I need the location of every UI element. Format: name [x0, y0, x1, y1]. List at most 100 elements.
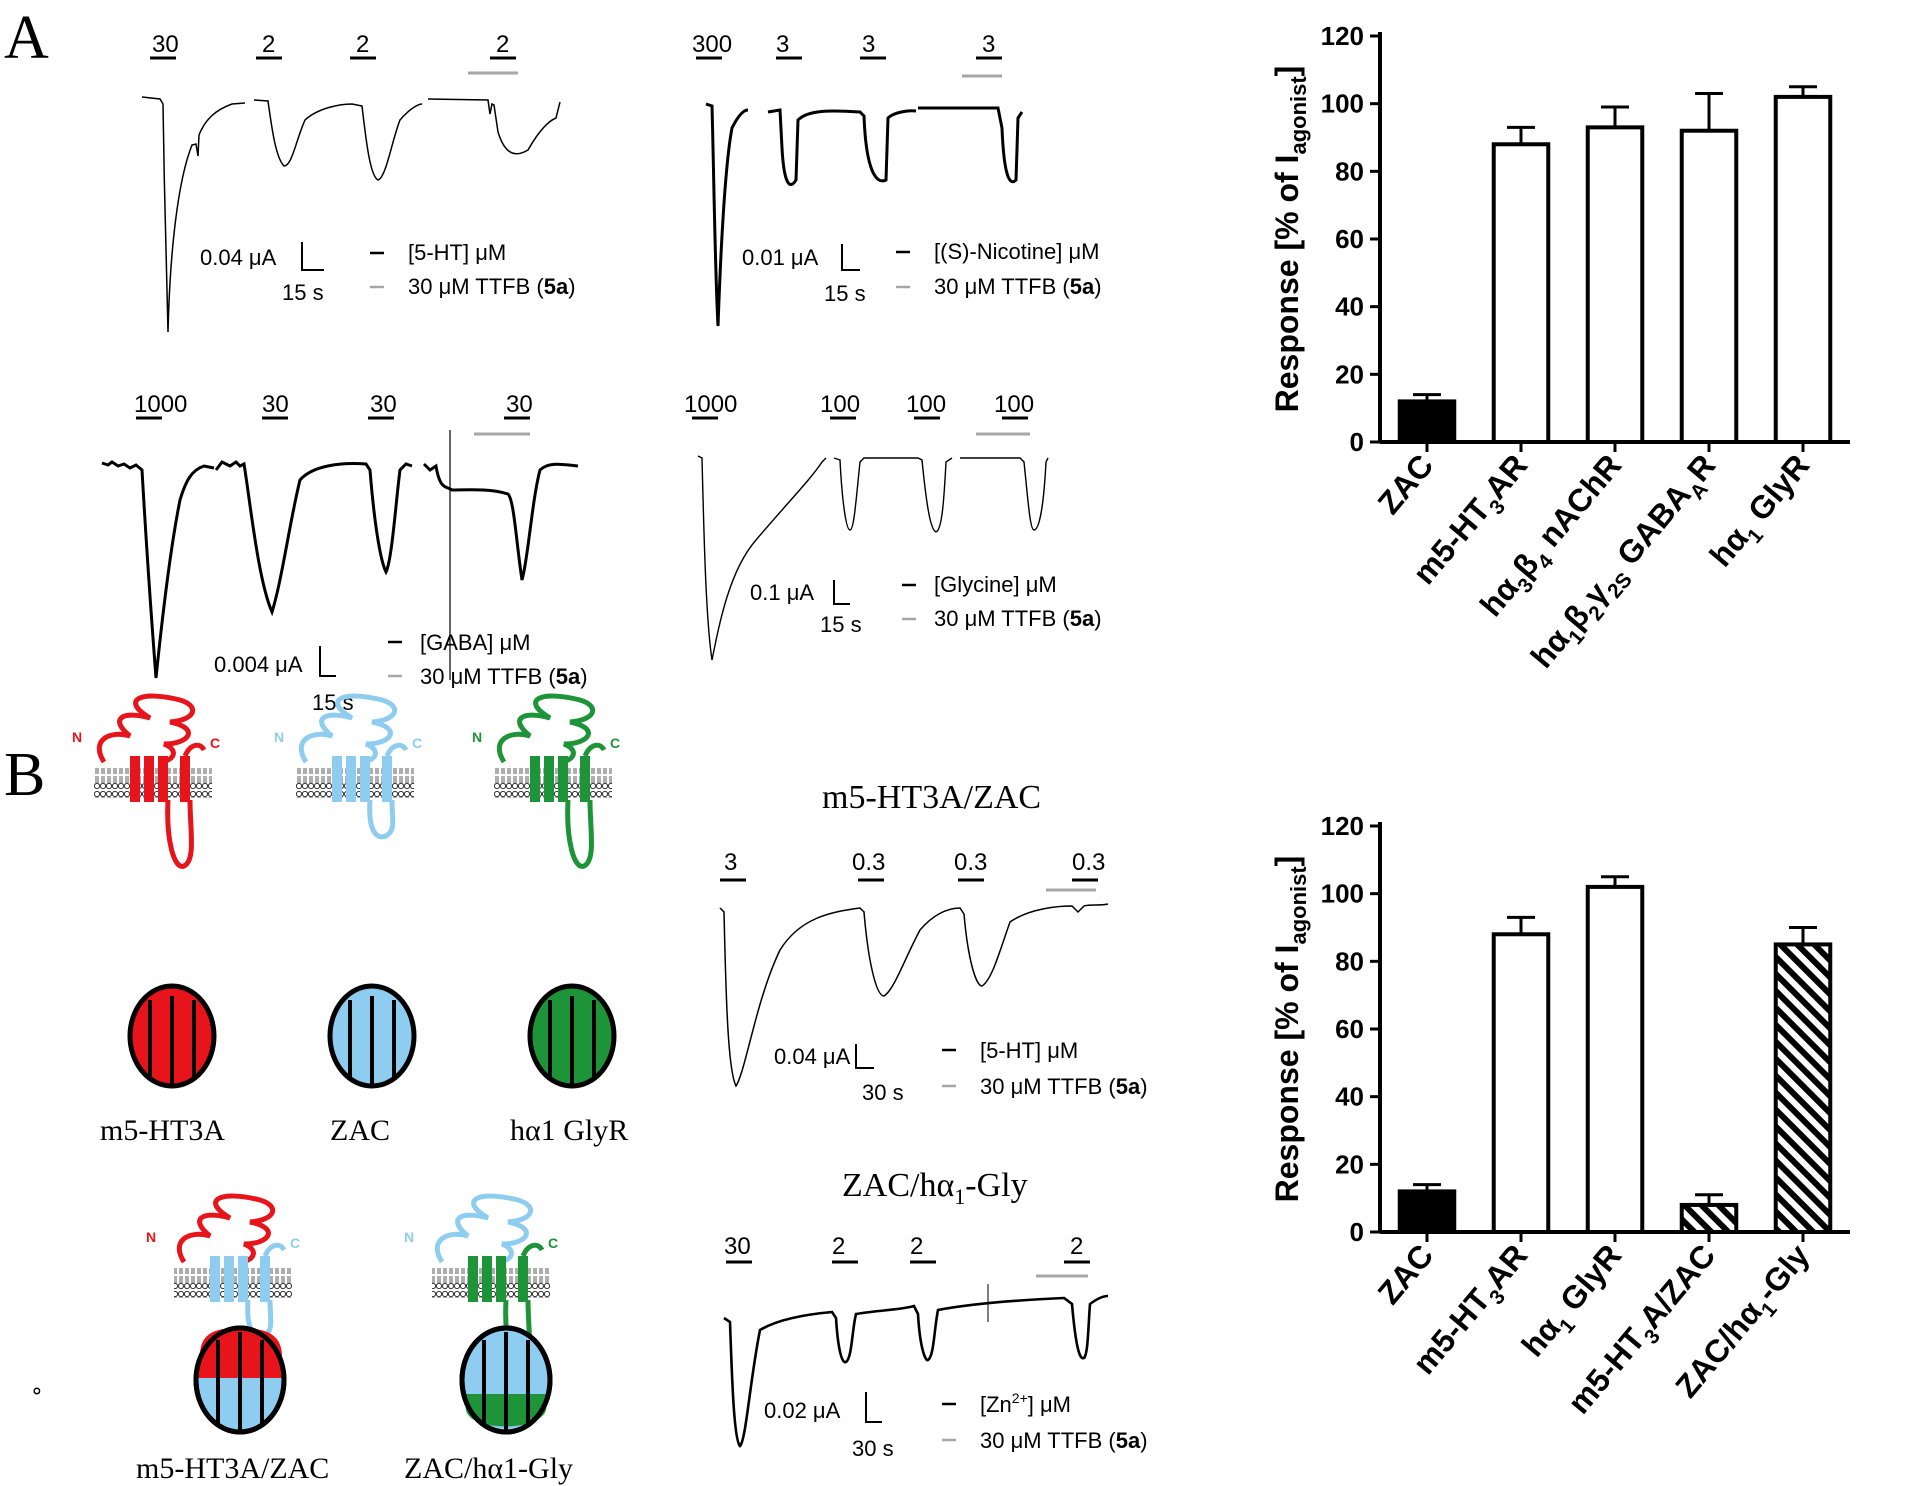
agonist-label: 2 [910, 1233, 923, 1260]
agonist-label: 1000 [134, 391, 187, 418]
agonist-label: 100 [994, 391, 1034, 418]
bar [1585, 125, 1645, 444]
y-tick-label: 0 [1350, 1217, 1364, 1247]
x-tick-label: ZAC [1371, 1237, 1441, 1311]
scale-time-label: 30 s [862, 1080, 904, 1105]
bar [1585, 884, 1645, 1235]
scale-current-label: 0.004 μA [214, 652, 303, 677]
legend-agonist: [GABA] μM [420, 630, 530, 655]
agonist-label: 2 [832, 1233, 845, 1260]
current-trace [723, 1294, 1109, 1448]
agonist-label: 0.3 [1072, 849, 1105, 876]
topology-chimera-zac-gly: N C [404, 1193, 558, 1370]
legend-ttfb: 30 μM TTFB (5a) [408, 274, 576, 299]
scale-time-label: 30 s [852, 1436, 894, 1461]
legend-agonist: [5-HT] μM [408, 240, 506, 265]
legend-agonist: [Zn2+] μM [980, 1390, 1071, 1417]
legend-ttfb: 30 μM TTFB (5a) [934, 606, 1102, 631]
legend-agonist: [(S)-Nicotine] μM [934, 239, 1099, 264]
agonist-label: 2 [262, 31, 275, 58]
pentamer-ht3 [127, 983, 217, 1089]
n-terminus-label: N [472, 729, 482, 745]
y-tick-label: 60 [1335, 1014, 1364, 1044]
diagram-label: m5-HT3A/ZAC [136, 1452, 329, 1485]
pentamer-ht3-zac [193, 1325, 287, 1435]
trace-nicotine: 300 3 3 3 0.01 μA 15 s [(S)-Nicotine] μM… [692, 31, 1102, 327]
trace-ht3-zac: m5-HT3A/ZAC 3 0.3 0.3 0.3 0.04 μA 30 s [… [719, 779, 1148, 1105]
diagram-label: hα1 GlyR [510, 1114, 628, 1147]
legend-ttfb: 30 μM TTFB (5a) [934, 274, 1102, 299]
y-tick-label: 80 [1335, 156, 1364, 186]
agonist-label: 30 [724, 1233, 751, 1260]
agonist-label: 30 [262, 391, 289, 418]
bar [1773, 94, 1833, 445]
c-terminus-label: C [412, 735, 422, 751]
x-tick-label: ZAC [1371, 447, 1441, 521]
scale-bar [301, 242, 324, 271]
legend-agonist: [5-HT] μM [980, 1038, 1078, 1063]
y-tick-label: 60 [1335, 224, 1364, 254]
y-tick-label: 80 [1335, 946, 1364, 976]
n-terminus-label: N [72, 729, 82, 745]
agonist-label: 100 [820, 391, 860, 418]
trace-title: m5-HT3A/ZAC [822, 779, 1041, 816]
y-tick-label: 40 [1335, 1082, 1364, 1112]
scale-current-label: 0.04 μA [774, 1044, 851, 1069]
diagram-label: m5-HT3A [100, 1114, 225, 1147]
y-tick-label: 100 [1321, 879, 1364, 909]
legend-ttfb: 30 μM TTFB (5a) [980, 1428, 1148, 1453]
stray-mark: ∘ [30, 1378, 44, 1403]
trace-zac-gly: ZAC/hα1-Gly 30 2 2 2 0.02 μA 30 s [Zn2+]… [723, 1167, 1148, 1461]
topology-ht3: N C [72, 693, 220, 869]
diagram-label: ZAC/hα1-Gly [404, 1452, 573, 1485]
y-tick-label: 100 [1321, 89, 1364, 119]
legend-ttfb: 30 μM TTFB (5a) [980, 1074, 1148, 1099]
bar [1397, 399, 1457, 444]
agonist-label: 3 [982, 31, 995, 58]
agonist-label: 3 [724, 849, 737, 876]
agonist-label: 0.3 [954, 849, 987, 876]
current-trace [719, 903, 1109, 1088]
bar [1679, 1202, 1739, 1235]
y-tick-label: 20 [1335, 1149, 1364, 1179]
y-tick-label: 120 [1321, 811, 1364, 841]
agonist-bars [150, 56, 518, 75]
agonist-label: 30 [152, 31, 179, 58]
panel-label-b: B [4, 741, 45, 809]
bar [1491, 932, 1551, 1234]
y-tick-label: 20 [1335, 359, 1364, 389]
y-axis-label: Response [% of Iagonist] [1269, 66, 1311, 413]
current-trace [705, 102, 1024, 327]
trace-title: ZAC/hα1-Gly [842, 1167, 1028, 1209]
bar [1773, 942, 1833, 1235]
n-terminus-label: N [274, 729, 284, 745]
bar-chart-b: 0 20 40 60 80 100 120 Response [% of Iagonist] Z… [1269, 811, 1850, 1421]
pentamer-zac-gly [459, 1325, 553, 1435]
bar [1491, 142, 1551, 444]
legend-ttfb: 30 μM TTFB (5a) [420, 664, 588, 689]
current-trace [697, 455, 1049, 661]
scale-current-label: 0.01 μA [742, 245, 819, 270]
pentamer-zac [327, 983, 417, 1089]
topology-zac: N C [274, 693, 422, 840]
topology-chimera-ht3-zac: N C [146, 1193, 300, 1340]
topology-gly: N C [472, 693, 620, 869]
y-axis-label: Response [% of Iagonist] [1269, 856, 1311, 1203]
agonist-label: 0.3 [852, 849, 885, 876]
scale-time-label: 15 s [282, 280, 324, 305]
c-terminus-label: C [290, 1235, 300, 1251]
receptor-diagrams: N C N C N C [30, 693, 628, 1485]
bar [1397, 1189, 1457, 1235]
agonist-label: 30 [506, 391, 533, 418]
agonist-label: 2 [1070, 1233, 1083, 1260]
current-trace [141, 96, 561, 333]
agonist-label: 300 [692, 31, 732, 58]
pentamer-gly [527, 983, 617, 1089]
scale-time-label: 15 s [312, 690, 354, 715]
trace-gaba: 1000 30 30 30 0.004 μA 15 s [GABA] μM 30… [101, 391, 588, 715]
scale-time-label: 15 s [824, 281, 866, 306]
n-terminus-label: N [404, 1229, 414, 1245]
scale-current-label: 0.1 μA [750, 580, 814, 605]
x-tick-label: hα1 GlyR [1702, 447, 1821, 578]
